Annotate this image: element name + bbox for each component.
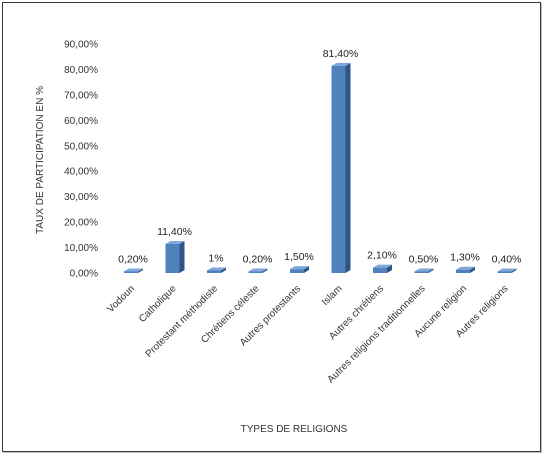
bar-side	[511, 268, 517, 273]
bar-front	[248, 271, 263, 273]
x-tick-label: Vodoun	[105, 283, 137, 315]
data-label: 0,20%	[118, 254, 148, 266]
bar-side	[221, 267, 226, 273]
bar-front	[497, 271, 512, 273]
data-label: 81,40%	[323, 48, 359, 60]
x-tick-label: Protestant méthodiste	[144, 283, 221, 360]
bar-side	[262, 268, 268, 273]
data-label: 0,50%	[409, 254, 439, 266]
bar-front	[165, 243, 180, 273]
y-tick-label: 60,00%	[64, 116, 98, 127]
bar-top	[207, 267, 226, 271]
bar-front	[414, 271, 429, 273]
x-axis-title: TYPES DE RELIGIONS	[241, 424, 348, 435]
data-label: 0,20%	[243, 254, 273, 266]
y-tick-label: 90,00%	[64, 40, 98, 51]
bar-top	[331, 62, 351, 66]
bar-top	[124, 268, 143, 272]
y-axis-title: TAUX DE PARTICIPATION EN %	[35, 86, 46, 234]
religion-bar-chart: 0,00% 10,00% 20,00% 30,00% 40,00% 50,00% 60,00…	[35, 40, 522, 436]
bar-top	[373, 264, 392, 268]
bar	[497, 268, 517, 273]
data-label: 2,10%	[367, 250, 397, 262]
bar-front	[290, 269, 304, 273]
y-tick-label: 80,00%	[64, 65, 98, 76]
data-label: 0,40%	[492, 254, 522, 266]
bar-side	[138, 268, 143, 273]
data-label: 1,50%	[284, 251, 314, 263]
bar	[124, 268, 143, 273]
bar-top	[456, 266, 475, 270]
bar	[165, 240, 185, 273]
data-label: 11,40%	[157, 226, 192, 238]
bar	[373, 264, 392, 273]
data-label: 1,30%	[450, 252, 480, 264]
bar-top	[290, 266, 309, 270]
bar	[207, 267, 226, 273]
bar	[456, 266, 475, 273]
y-tick-label: 70,00%	[64, 90, 98, 101]
bar	[248, 268, 268, 273]
bar	[290, 266, 309, 273]
bar-side	[179, 240, 185, 273]
y-tick-label: 10,00%	[64, 243, 98, 254]
bar-side	[387, 264, 392, 273]
bar-front	[456, 269, 470, 273]
bar-side	[470, 266, 475, 273]
bar-front	[331, 65, 346, 273]
bar-side	[345, 62, 351, 274]
bar-front	[124, 271, 138, 273]
y-tick-label: 40,00%	[64, 167, 98, 178]
bar-top	[248, 268, 268, 272]
bar	[331, 62, 351, 274]
y-tick-label: 0,00%	[70, 269, 98, 280]
x-tick-label: Catholique	[137, 283, 179, 325]
y-tick-label: 30,00%	[64, 192, 98, 203]
bar-top	[414, 268, 434, 272]
data-label: 1%	[208, 252, 223, 264]
bar-front	[207, 270, 221, 273]
y-tick-label: 50,00%	[64, 141, 98, 152]
x-tick-label: Islam	[320, 283, 345, 308]
bar	[414, 268, 434, 273]
bar-side	[304, 266, 309, 273]
bar-front	[373, 267, 387, 273]
bar-top	[165, 240, 185, 244]
y-tick-label: 20,00%	[64, 218, 98, 229]
bar-top	[497, 268, 517, 272]
bar-side	[428, 268, 434, 273]
